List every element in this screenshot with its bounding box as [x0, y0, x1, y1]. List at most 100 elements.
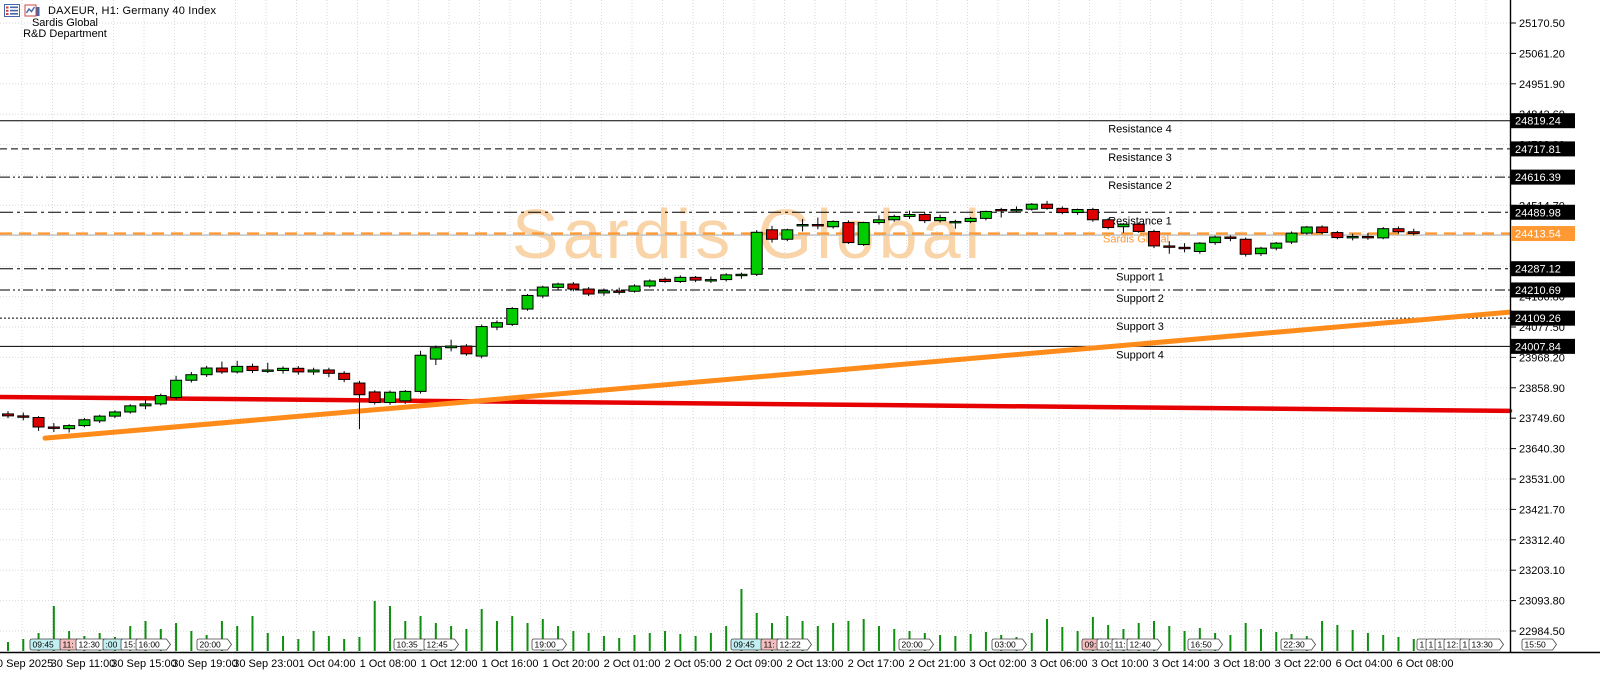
candle-up [445, 345, 458, 349]
candle-up [1285, 232, 1298, 243]
news-flag[interactable] [75, 638, 111, 651]
news-flag[interactable] [531, 638, 567, 651]
time-label: 30 Sep 23:00 [233, 658, 298, 670]
candle-up [597, 290, 610, 294]
news-flag-time: 1 [1429, 640, 1434, 650]
news-flag-time: 12:40 [1130, 640, 1152, 650]
candle-down [215, 367, 228, 373]
candle-up [231, 365, 244, 373]
news-flag-time: 13:30 [1472, 640, 1494, 650]
news-flag[interactable] [135, 638, 171, 651]
time-label: 30 Sep 2025 [0, 658, 53, 670]
price-tick-label: 23640.30 [1519, 444, 1565, 456]
candle-down [1041, 203, 1054, 209]
candle-up [674, 276, 687, 283]
candle-down [842, 222, 855, 244]
news-flag-time: 15: [124, 640, 136, 650]
candle-up [857, 222, 870, 246]
news-flag-time: 22:30 [1284, 640, 1306, 650]
time-label: 6 Oct 04:00 [1336, 658, 1393, 670]
candle-up [643, 280, 656, 287]
candle-down [47, 426, 60, 429]
candle-down [353, 382, 366, 396]
level-label: Resistance 3 [1108, 152, 1172, 164]
candle-down [1239, 238, 1252, 255]
news-flag[interactable] [991, 638, 1027, 651]
candle-up [720, 274, 733, 281]
candle-up [1193, 242, 1206, 252]
candle-up [261, 369, 274, 372]
candle-up [1377, 228, 1390, 239]
candle-up [1117, 223, 1130, 228]
candle-down [582, 288, 595, 295]
candle-down [1086, 208, 1099, 221]
time-label: 2 Oct 01:00 [604, 658, 661, 670]
level-price-text: 24109.26 [1515, 313, 1561, 325]
candle-down [338, 372, 351, 380]
level-price-text: 24287.12 [1515, 264, 1561, 276]
candle-up [63, 425, 76, 430]
news-flag[interactable] [1126, 638, 1162, 651]
red-trendline[interactable] [0, 394, 1513, 414]
news-flag[interactable] [730, 638, 766, 651]
symbol-list-icon[interactable] [4, 4, 20, 17]
candle-down [292, 367, 305, 373]
candle-down [567, 283, 580, 290]
event-flags: 09:45 11: 12:30:00 15: 16:00 20:00 10:35 12:45 1… [29, 638, 1557, 651]
candle-down [1056, 207, 1069, 214]
orange-trendline[interactable] [42, 309, 1513, 441]
news-flag[interactable] [776, 638, 812, 651]
level-label: Support 1 [1116, 272, 1164, 284]
price-tick-label: 23312.40 [1519, 535, 1565, 547]
candle-down [2, 413, 14, 417]
candle-up [93, 415, 106, 422]
candle-up [185, 374, 198, 381]
time-label: 30 Sep 19:00 [172, 658, 237, 670]
candle-down [17, 415, 30, 418]
news-flag-time: 12: [1447, 640, 1459, 650]
candle-down [1132, 223, 1145, 232]
time-label: 30 Sep 15:00 [111, 658, 176, 670]
candle-down [766, 229, 778, 240]
candle-up [277, 367, 290, 372]
news-flag[interactable] [29, 638, 65, 651]
candle-up [475, 326, 488, 357]
candle-up [888, 215, 901, 221]
news-flag[interactable] [1187, 638, 1223, 651]
news-flag[interactable] [196, 638, 232, 651]
time-label: 1 Oct 04:00 [299, 658, 356, 670]
candle-down [1224, 236, 1237, 239]
level-label: Support 4 [1116, 349, 1164, 361]
level-price-badge [1511, 169, 1575, 185]
candle-up [1270, 242, 1283, 249]
level-label: Support 3 [1116, 321, 1164, 333]
time-label: 2 Oct 05:00 [665, 658, 722, 670]
current-price-badge [1511, 226, 1575, 242]
candle-down [32, 417, 45, 428]
chart-header: DAXEUR, H1: Germany 40 Index [4, 4, 216, 17]
candle-down [918, 213, 931, 222]
news-flag[interactable] [393, 638, 429, 651]
news-flag[interactable] [1280, 638, 1316, 651]
level-price-badge [1511, 204, 1575, 220]
news-flag[interactable] [898, 638, 934, 651]
news-flag[interactable] [423, 638, 459, 651]
chart-page-icon[interactable] [24, 4, 40, 17]
candle-up [414, 354, 427, 392]
candle-up [124, 405, 137, 413]
candle-up [1254, 247, 1267, 255]
news-flag-time: :00 [106, 640, 118, 650]
candle-up [1209, 236, 1222, 244]
news-flag-time: 19:00 [535, 640, 557, 650]
candle-up [903, 213, 916, 217]
news-flag[interactable] [1521, 638, 1557, 651]
news-flag[interactable] [1468, 638, 1504, 651]
time-label: 3 Oct 06:00 [1031, 658, 1088, 670]
time-label: 2 Oct 17:00 [848, 658, 905, 670]
candle-up [154, 395, 167, 405]
level-price-badge [1511, 338, 1575, 354]
time-label: 6 Oct 08:00 [1397, 658, 1454, 670]
time-label: 1 Oct 16:00 [482, 658, 539, 670]
